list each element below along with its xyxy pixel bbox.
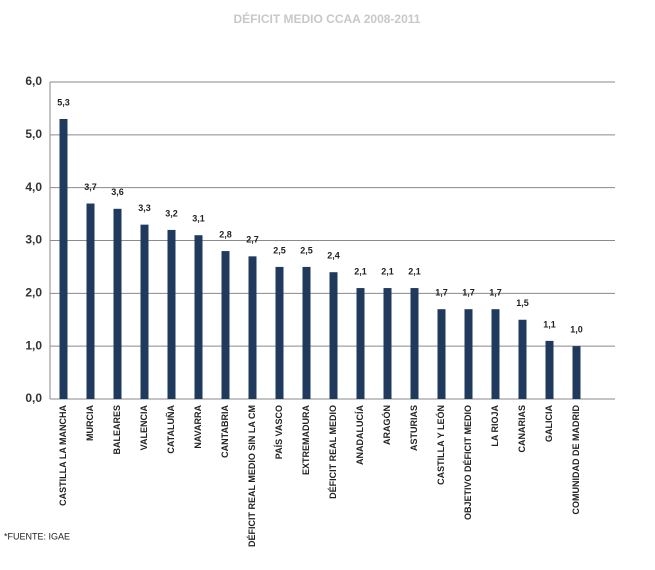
x-tick-label: GALICIA — [544, 405, 554, 442]
bar — [545, 340, 554, 399]
x-tick-label: ANADALUCÍA — [355, 405, 365, 465]
bar — [329, 272, 338, 399]
y-tick-label: 5,0 — [25, 127, 42, 141]
y-tick-label: 1,0 — [25, 338, 42, 352]
data-label: 2,8 — [219, 229, 232, 239]
data-label: 1,0 — [570, 325, 583, 335]
data-label: 3,3 — [138, 203, 151, 213]
x-tick-label: CASTILLA Y LEÓN — [435, 405, 446, 485]
y-tick-label: 6,0 — [25, 74, 42, 88]
bar — [86, 203, 95, 399]
y-tick-label: 3,0 — [25, 233, 42, 247]
bar — [140, 224, 149, 399]
x-tick-label: DÉFICIT REAL MEDIO — [328, 405, 338, 499]
x-tick-label: ARAGÓN — [381, 405, 392, 445]
data-label: 2,5 — [273, 245, 286, 255]
data-label: 3,7 — [84, 182, 97, 192]
x-tick-label: NAVARRA — [193, 405, 203, 449]
bar — [248, 256, 257, 399]
data-label: 3,1 — [192, 214, 205, 224]
data-label: 1,7 — [489, 288, 502, 298]
data-label: 2,1 — [381, 266, 394, 276]
y-tick-label: 2,0 — [25, 286, 42, 300]
data-label: 5,3 — [57, 97, 70, 107]
y-tick-label: 0,0 — [25, 391, 42, 405]
bar — [275, 266, 284, 399]
x-tick-label: MURCIA — [85, 405, 95, 441]
data-label: 2,5 — [300, 245, 313, 255]
x-tick-label: EXTREMADURA — [301, 405, 311, 476]
x-tick-label: LA RIOJA — [490, 405, 500, 447]
x-tick-label: CATALUÑA — [166, 404, 176, 453]
data-label: 2,1 — [354, 266, 367, 276]
x-tick-label: VALENCIA — [139, 405, 149, 451]
data-label: 1,1 — [543, 319, 556, 329]
data-label: 1,7 — [462, 288, 475, 298]
data-label: 1,7 — [435, 288, 448, 298]
bar — [302, 266, 311, 399]
x-tick-label: ASTURIAS — [409, 405, 419, 451]
bar — [356, 288, 365, 399]
bar — [410, 288, 419, 399]
bar — [383, 288, 392, 399]
x-tick-label: BALEARES — [112, 405, 122, 455]
bar — [167, 229, 176, 399]
x-tick-label: PAÍS VASCO — [274, 405, 284, 459]
bar — [437, 309, 446, 399]
data-label: 3,2 — [165, 208, 178, 218]
bar — [464, 309, 473, 399]
bar — [491, 309, 500, 399]
bar — [572, 346, 581, 399]
y-tick-label: 4,0 — [25, 180, 42, 194]
bar — [113, 208, 122, 399]
data-label: 1,5 — [516, 298, 529, 308]
x-tick-label: CANTABRIA — [220, 405, 230, 458]
bar — [518, 319, 527, 399]
x-tick-label: COMUNIDAD DE MADRID — [571, 405, 581, 515]
bar — [194, 235, 203, 399]
data-label: 2,1 — [408, 266, 421, 276]
data-label: 2,4 — [327, 251, 340, 261]
x-tick-label: CANARIAS — [517, 405, 527, 453]
data-label: 3,6 — [111, 187, 124, 197]
chart-title: DÉFICIT MEDIO CCAA 2008-2011 — [234, 11, 421, 26]
x-tick-label: CASTILLA LA MANCHA — [58, 405, 68, 506]
footnote: *FUENTE: IGAE — [4, 531, 70, 541]
x-tick-label: OBJETIVO DÉFICIT MEDIO — [463, 405, 473, 520]
bar — [59, 118, 68, 399]
data-label: 2,7 — [246, 235, 259, 245]
bar — [221, 251, 230, 399]
x-tick-label: DÉFICIT REAL MEDIO SIN LA CM — [247, 405, 257, 547]
